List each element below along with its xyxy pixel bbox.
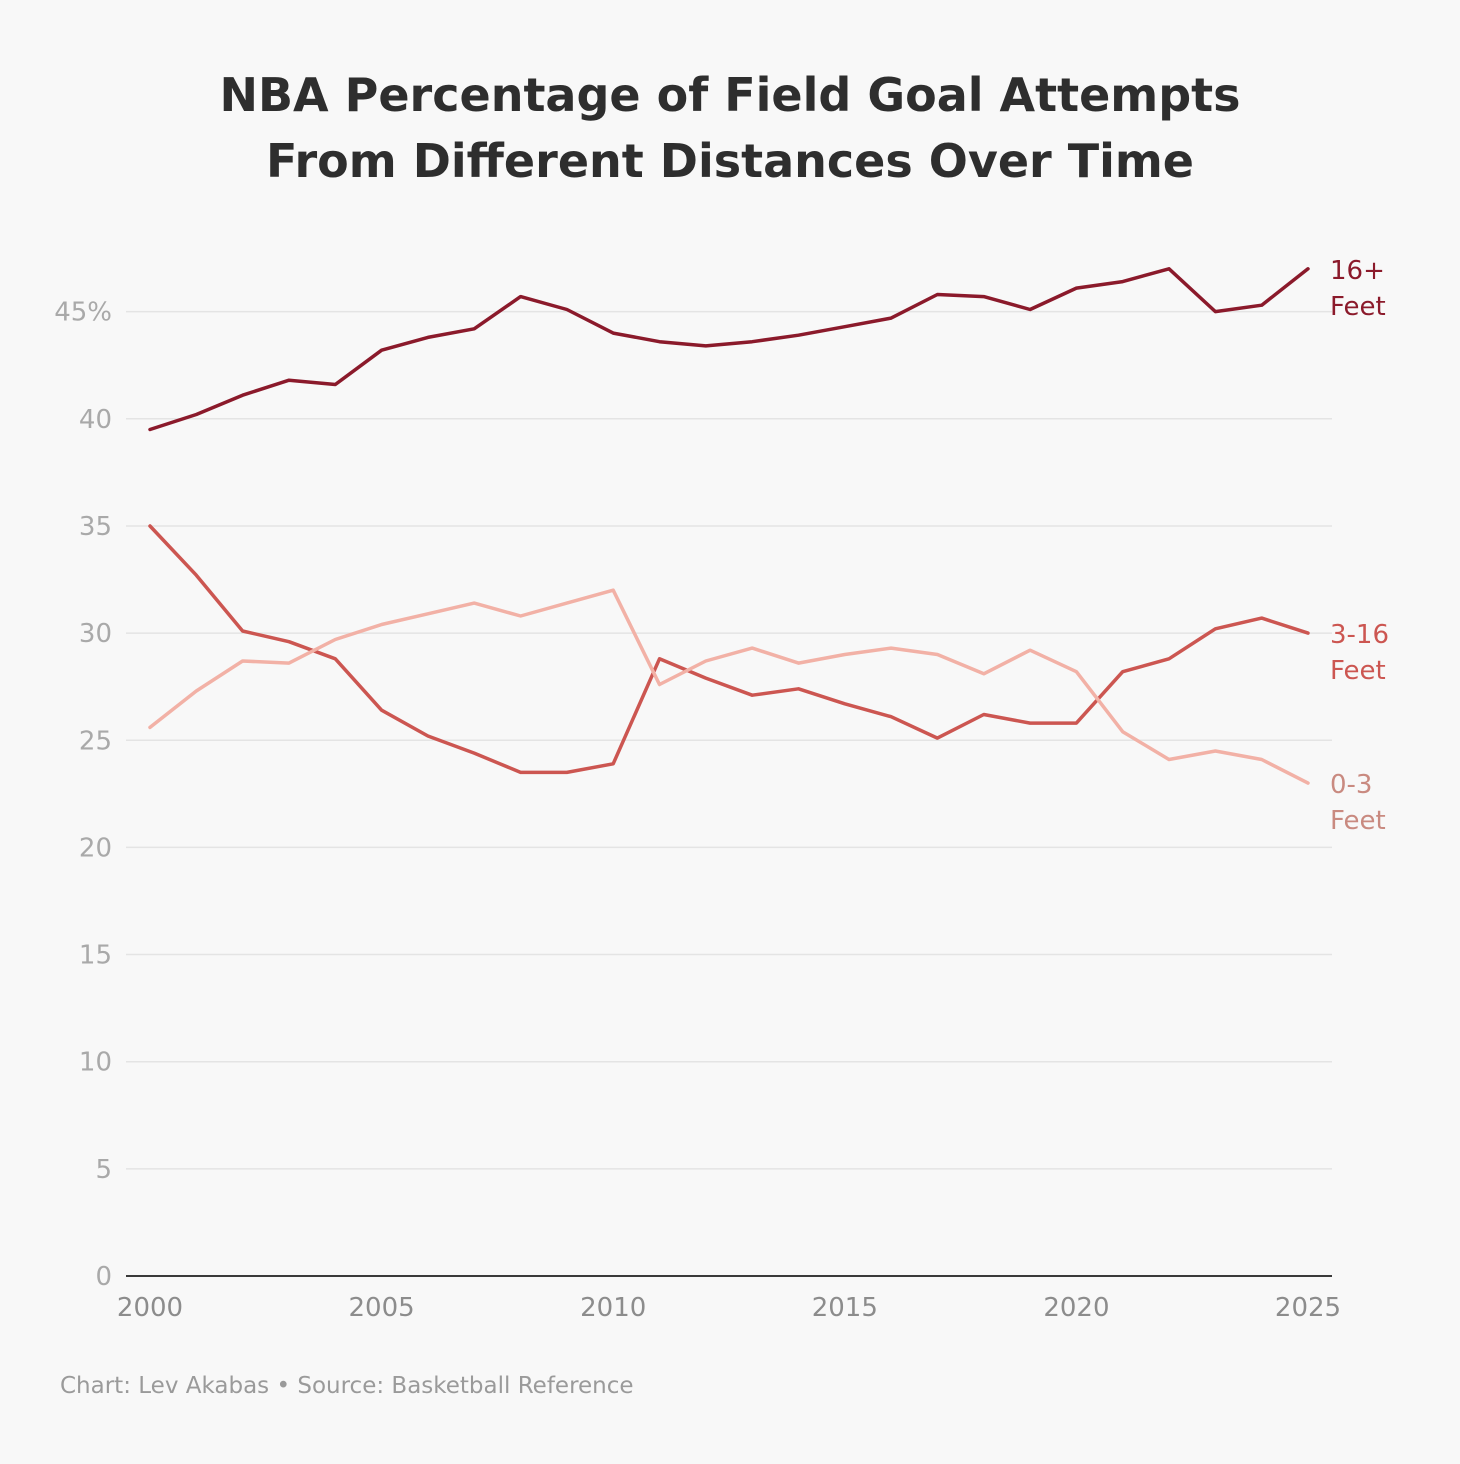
series-label-0-line-0: 16+ [1330, 256, 1385, 286]
series-lines [148, 267, 1310, 785]
series-line-2 [148, 588, 1310, 785]
x-tick-label: 2005 [349, 1293, 415, 1323]
gridlines [126, 310, 1332, 1277]
y-axis-ticks: 0 5 10 15 20 25 30 35 40 45% [54, 298, 112, 1292]
x-tick-label: 2000 [117, 1293, 183, 1323]
series-labels: 16+ Feet 3-16 Feet 0-3 Feet [1330, 256, 1389, 836]
series-label-2-line-0: 0-3 [1330, 770, 1372, 800]
series-label-0-line-1: Feet [1330, 292, 1386, 322]
y-tick-label: 15 [79, 941, 112, 971]
y-tick-label: 45% [54, 298, 112, 328]
x-tick-label: 2025 [1275, 1293, 1341, 1323]
x-tick-label: 2020 [1043, 1293, 1109, 1323]
x-tick-label: 2015 [812, 1293, 878, 1323]
y-tick-label: 35 [79, 512, 112, 542]
y-tick-label: 30 [79, 619, 112, 649]
y-tick-label: 20 [79, 833, 112, 863]
y-tick-label: 5 [95, 1155, 112, 1185]
y-tick-label: 25 [79, 726, 112, 756]
y-tick-label: 0 [95, 1262, 112, 1292]
chart-title-line-1: NBA Percentage of Field Goal Attempts [219, 68, 1241, 122]
y-tick-label: 10 [79, 1048, 112, 1078]
chart-title: NBA Percentage of Field Goal Attempts Fr… [0, 62, 1460, 194]
chart-credit: Chart: Lev Akabas • Source: Basketball R… [60, 1373, 634, 1399]
series-label-2-line-1: Feet [1330, 806, 1386, 836]
series-line-1 [148, 524, 1310, 775]
series-line-0 [148, 267, 1310, 432]
y-tick-label: 40 [79, 405, 112, 435]
x-tick-label: 2010 [580, 1293, 646, 1323]
series-label-1-line-1: Feet [1330, 656, 1386, 686]
series-label-1-line-0: 3-16 [1330, 620, 1389, 650]
chart-title-line-2: From Different Distances Over Time [266, 134, 1194, 188]
x-axis-ticks: 2000 2005 2010 2015 2020 2025 [117, 1293, 1341, 1323]
